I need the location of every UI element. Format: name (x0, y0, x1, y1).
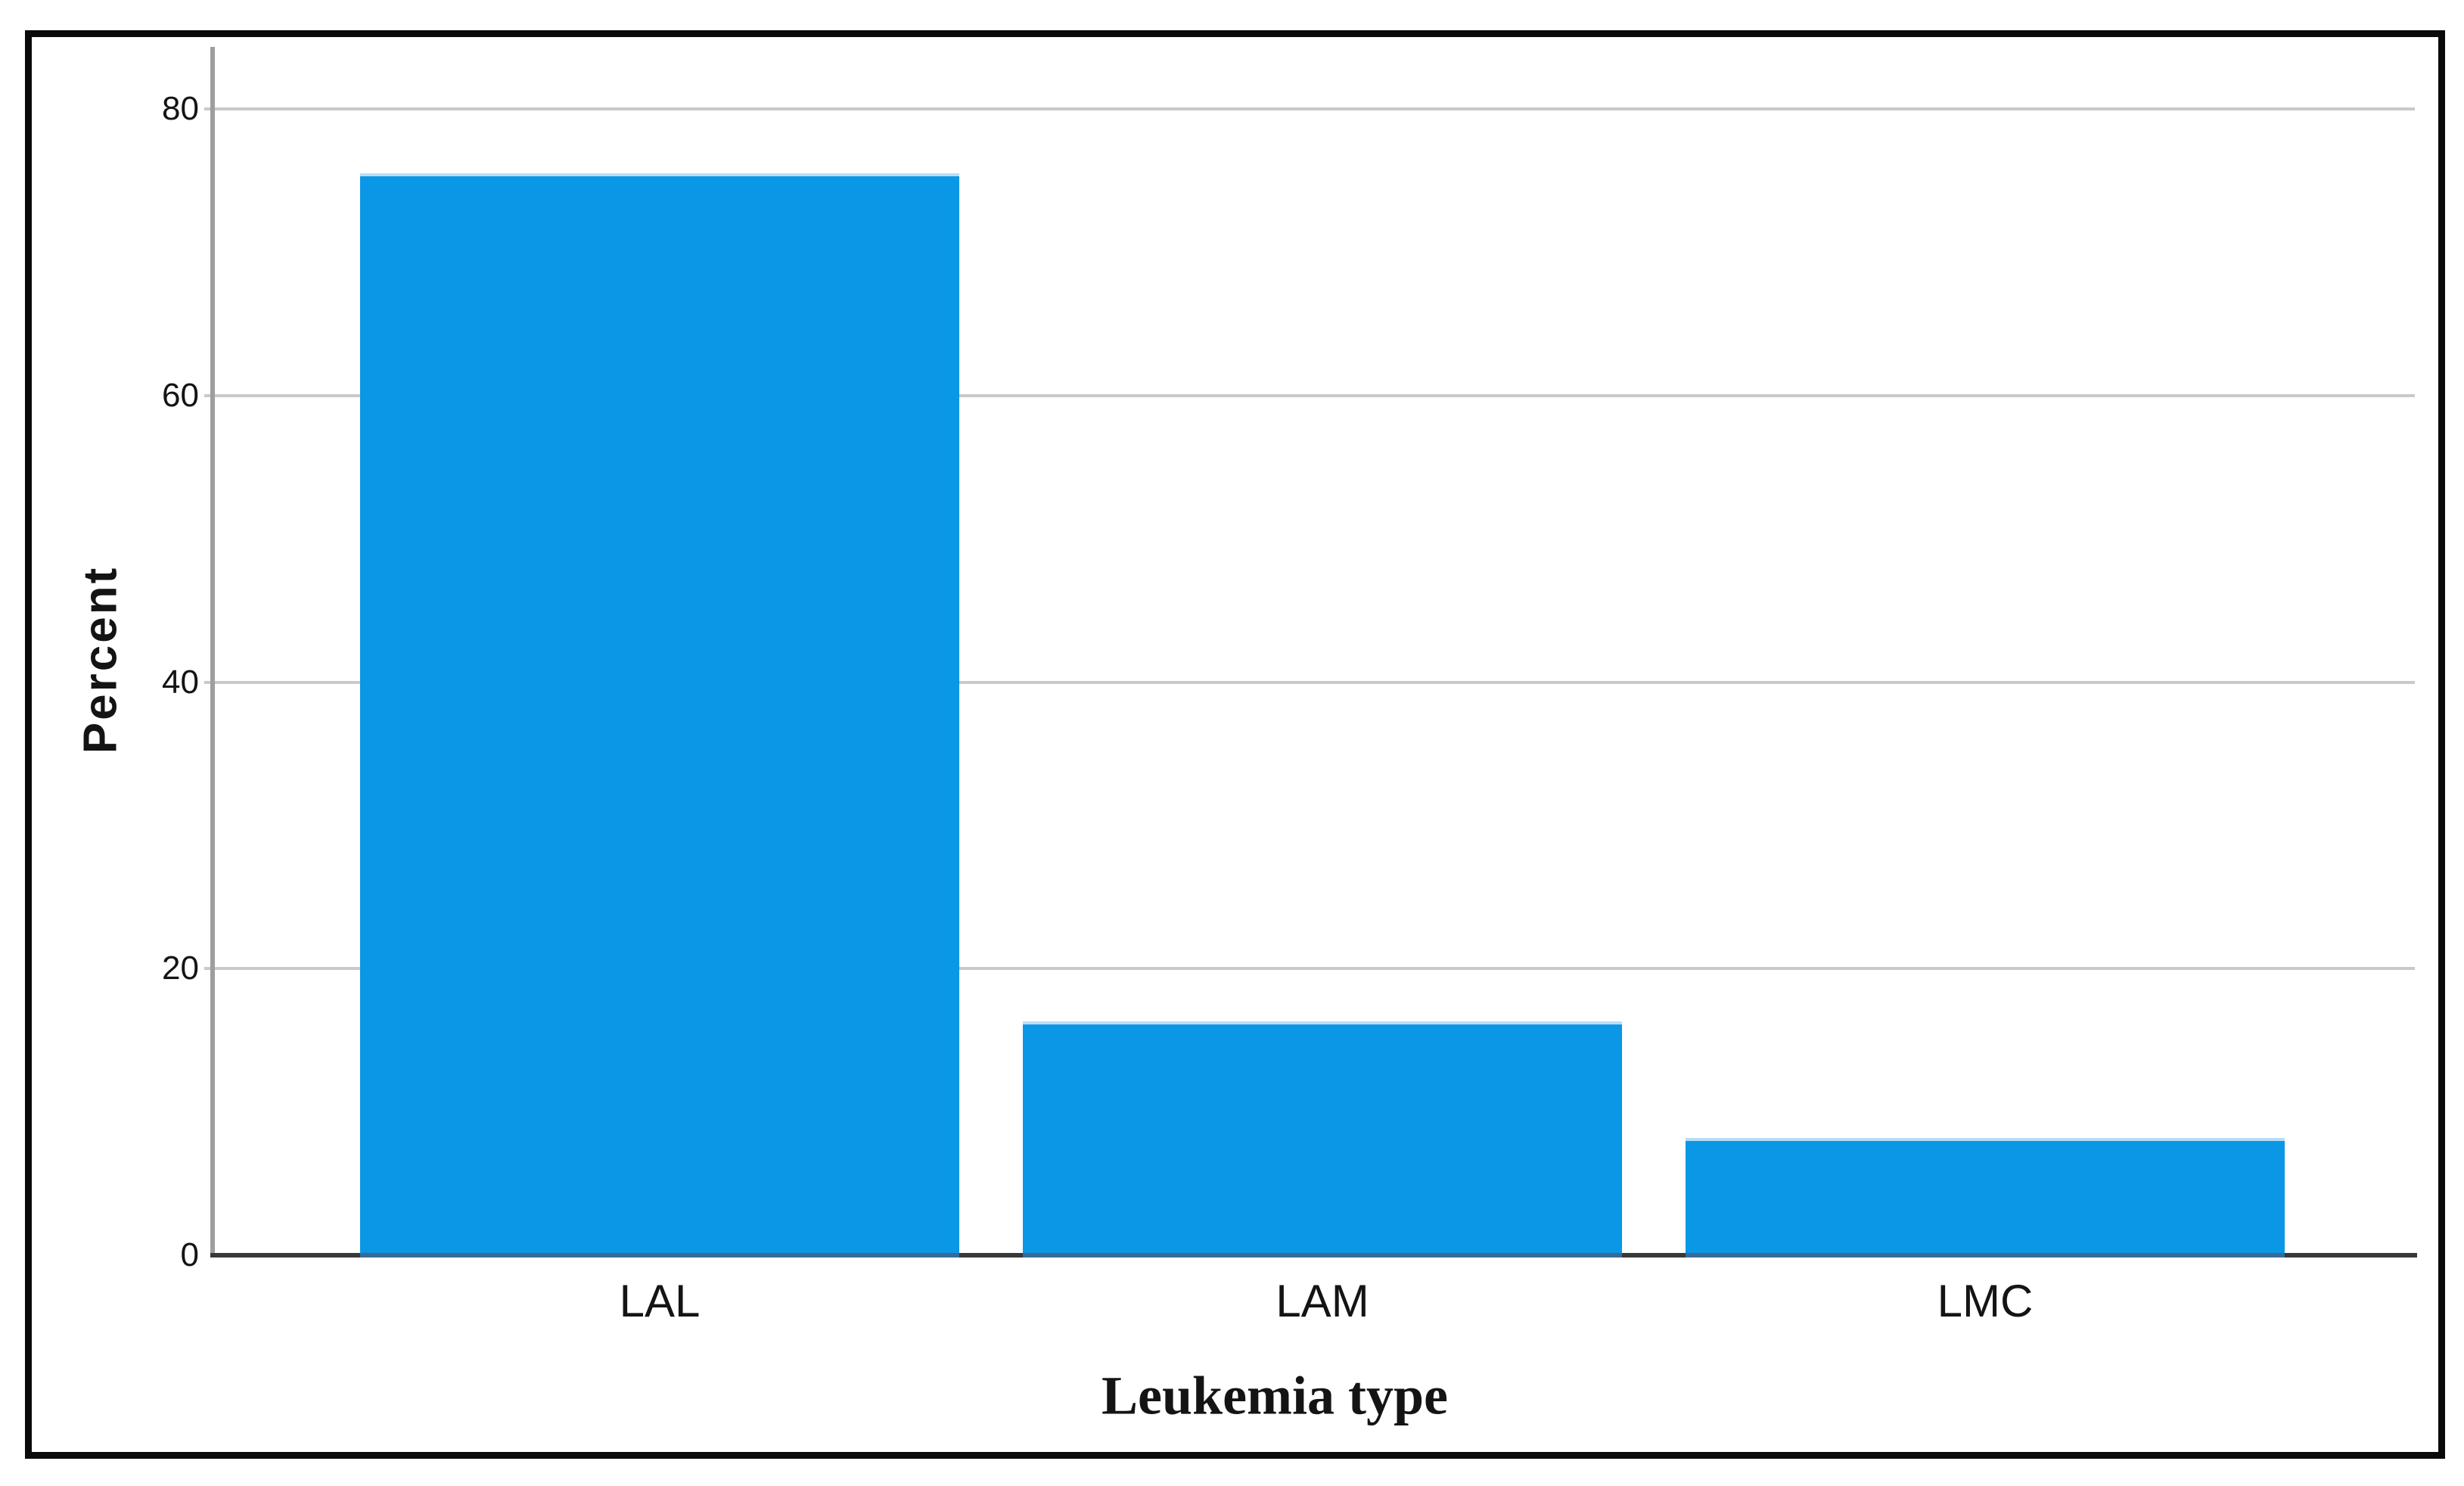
gridline-20 (204, 967, 2415, 971)
y-tick-label-20: 20 (162, 950, 199, 987)
x-category-label-LAM: LAM (1276, 1276, 1369, 1326)
y-axis-line (210, 47, 215, 1258)
y-tick-label-80: 80 (162, 90, 199, 127)
bar-LAM (1023, 1021, 1622, 1258)
x-category-label-LAL: LAL (619, 1276, 701, 1326)
gridline-60 (204, 393, 2415, 397)
bar-LAL (360, 173, 959, 1258)
gridline-40 (204, 680, 2415, 684)
y-tick-label-0: 0 (180, 1236, 199, 1273)
x-axis-label: Leukemia type (1101, 1365, 1448, 1426)
figure-frame (25, 30, 2445, 1459)
y-tick-label-60: 60 (162, 376, 199, 414)
gridline-80 (204, 107, 2415, 110)
y-axis-label: Percent (74, 565, 127, 754)
y-tick-label-40: 40 (162, 663, 199, 701)
bar-LMC (1686, 1138, 2285, 1258)
x-category-label-LMC: LMC (1937, 1276, 2034, 1326)
